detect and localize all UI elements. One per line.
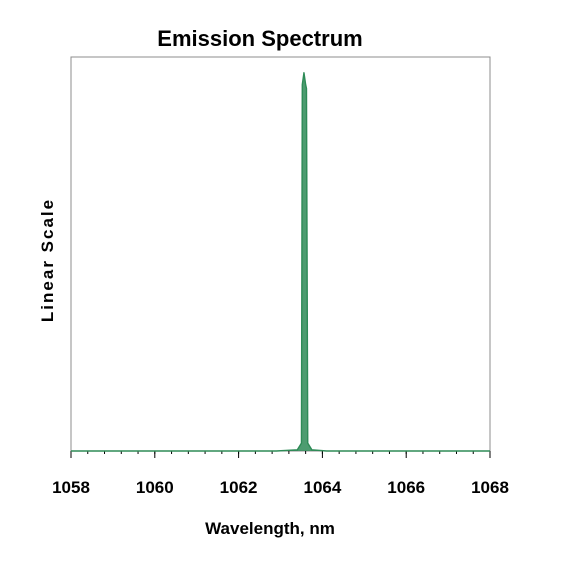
- x-tick-label: 1066: [387, 478, 425, 497]
- x-axis-tick-labels: 1058 1060 1062 1064 1066 1068: [52, 478, 509, 497]
- series-area: [71, 72, 490, 451]
- series-layer: [71, 72, 490, 452]
- y-axis-label: Linear Scale: [38, 198, 57, 322]
- x-tick-label: 1068: [471, 478, 509, 497]
- chart-title: Emission Spectrum: [157, 26, 362, 51]
- x-tick-label: 1062: [220, 478, 258, 497]
- x-tick-label: 1064: [303, 478, 341, 497]
- series-line: [71, 72, 490, 452]
- x-axis-ticks: [70, 451, 491, 458]
- x-axis-label: Wavelength, nm: [205, 519, 335, 538]
- x-tick-label: 1060: [136, 478, 174, 497]
- x-tick-label: 1058: [52, 478, 90, 497]
- plot-frame: [70, 56, 491, 452]
